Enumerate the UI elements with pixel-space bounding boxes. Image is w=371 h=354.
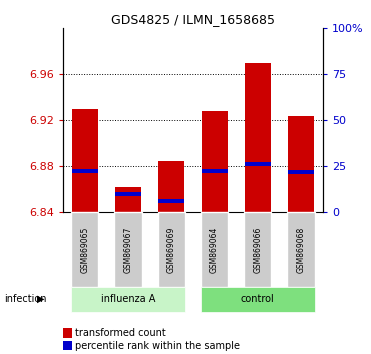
Text: influenza A: influenza A	[101, 294, 155, 304]
Text: percentile rank within the sample: percentile rank within the sample	[75, 341, 240, 350]
Bar	[72, 169, 98, 173]
Bar	[288, 170, 314, 175]
Text: infection: infection	[4, 294, 46, 304]
Bar	[158, 161, 184, 212]
Text: GSM869067: GSM869067	[124, 226, 132, 273]
Bar	[245, 162, 271, 166]
Text: GSM869068: GSM869068	[297, 227, 306, 273]
Text: GSM869064: GSM869064	[210, 226, 219, 273]
Text: control: control	[241, 294, 275, 304]
Text: GSM869066: GSM869066	[253, 226, 262, 273]
Bar	[115, 187, 141, 212]
Text: transformed count: transformed count	[75, 328, 166, 338]
Title: GDS4825 / ILMN_1658685: GDS4825 / ILMN_1658685	[111, 13, 275, 26]
Bar	[288, 116, 314, 212]
Bar	[201, 111, 227, 212]
Bar	[245, 63, 271, 212]
Text: GSM869069: GSM869069	[167, 226, 176, 273]
Text: GSM869065: GSM869065	[80, 226, 89, 273]
Bar	[158, 199, 184, 203]
Bar	[201, 169, 227, 173]
Bar	[72, 109, 98, 212]
Text: ▶: ▶	[37, 294, 45, 304]
Bar	[115, 192, 141, 196]
